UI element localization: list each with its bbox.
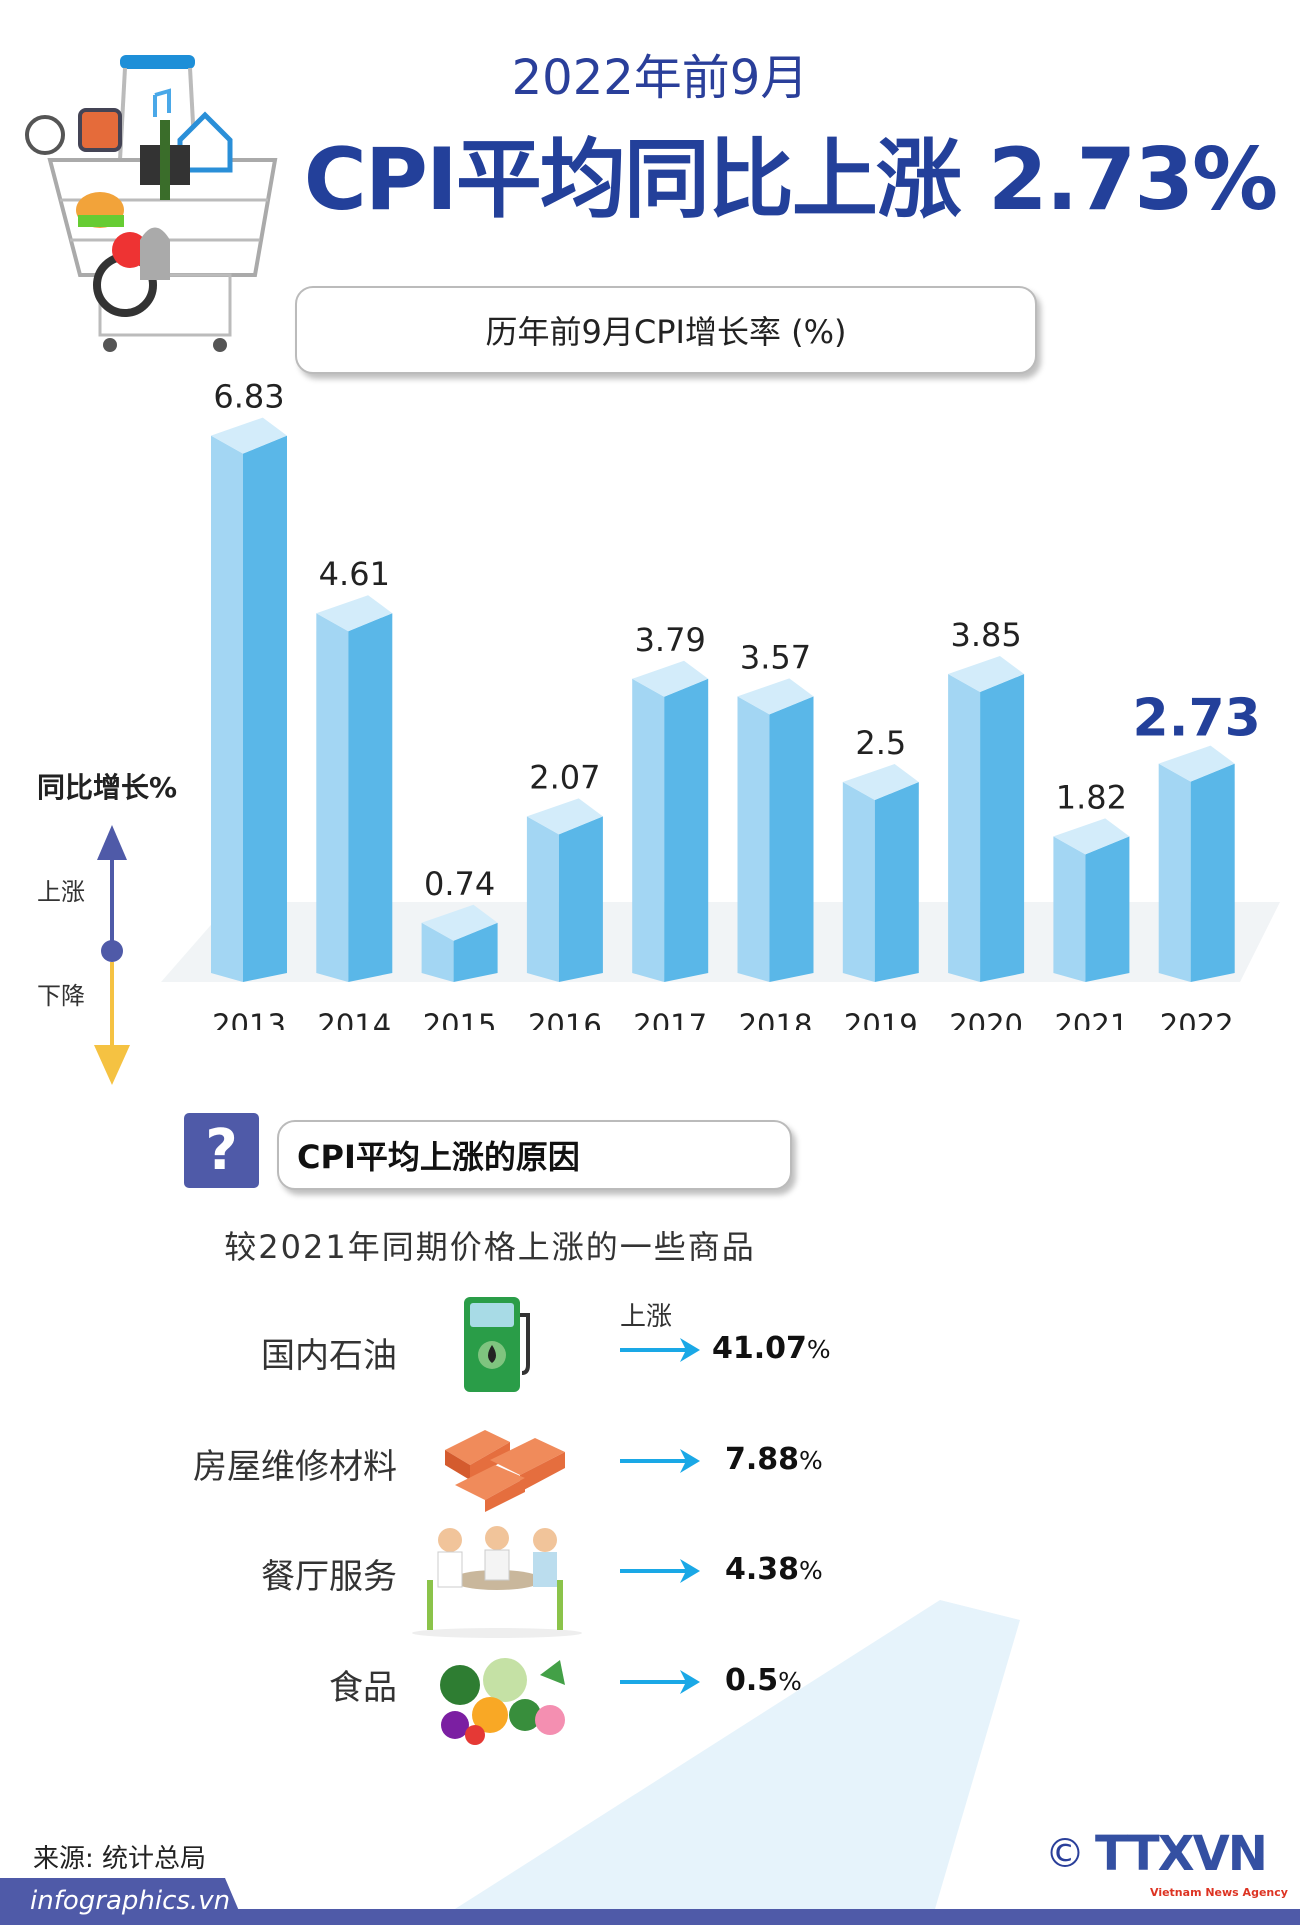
question-mark: ? (205, 1118, 238, 1183)
shopping-cart-illustration (25, 55, 278, 352)
reasons-title-box: CPI平均上涨的原因 (277, 1120, 792, 1190)
x-tick-label: 2019 (844, 1008, 918, 1030)
reason-label: 餐厅服务 (261, 1557, 397, 1597)
value-unit: % (799, 1556, 823, 1585)
reason-label: 房屋维修材料 (193, 1447, 397, 1487)
question-icon: ? (184, 1113, 259, 1188)
bar-2017 (632, 660, 709, 982)
source-note: 来源: 统计总局 (33, 1844, 207, 1874)
up-label: 上涨 (37, 878, 85, 906)
arrow-right-icon (620, 1338, 700, 1362)
vegetables-icon (440, 1658, 565, 1745)
value-number: 41.07 (712, 1331, 807, 1366)
x-tick-label: 2017 (633, 1008, 707, 1030)
arrow-right-icon (620, 1670, 700, 1694)
arrow-right-icon (620, 1449, 700, 1473)
arrow-caption: 上涨 (620, 1302, 673, 1332)
value-number: 0.5 (725, 1663, 779, 1698)
x-tick-label: 2018 (739, 1008, 813, 1030)
value-number: 4.38 (725, 1552, 800, 1587)
up-down-arrow-icon (94, 825, 130, 1085)
value-unit: % (806, 1335, 831, 1364)
bar-2018 (737, 678, 814, 982)
value-unit: % (778, 1667, 802, 1696)
fuel-pump-icon (464, 1297, 530, 1392)
value-label: 4.61 (319, 555, 390, 593)
x-tick-label: 2014 (317, 1008, 391, 1030)
reason-label: 国内石油 (261, 1336, 397, 1376)
chart-title: 历年前9月CPI增长率 (%) (485, 313, 847, 351)
x-tick-label: 2022 (1160, 1008, 1234, 1030)
x-tick-label: 2015 (423, 1008, 497, 1030)
value-label: 2.07 (529, 758, 600, 796)
reason-value: 4.38% (725, 1552, 823, 1587)
bar-2022 (1158, 745, 1235, 982)
bar-2016 (526, 798, 603, 982)
ttxvn-logo: © TTXVN Vietnam News Agency (1045, 1826, 1288, 1906)
down-label: 下降 (37, 982, 85, 1010)
footer-bar (0, 1909, 1300, 1925)
restaurant-diners-icon (412, 1526, 582, 1638)
x-tick-label: 2016 (528, 1008, 602, 1030)
reason-value: 7.88% (725, 1442, 823, 1477)
reason-value: 0.5% (725, 1663, 802, 1698)
bar-2021 (1053, 818, 1130, 982)
value-label: 3.57 (740, 638, 811, 676)
main-title: CPI平均同比上涨 2.73% (303, 130, 1278, 230)
logo-subtext: Vietnam News Agency (1150, 1886, 1288, 1899)
bar-chart: 6.83 2013 4.61 2014 0.74 2015 2.07 2016 3.79 2017… (161, 378, 1280, 1030)
reasons-title: CPI平均上涨的原因 (297, 1138, 580, 1176)
subtitle: 2022年前9月 (511, 50, 809, 106)
copyright-icon: © (1045, 1831, 1085, 1877)
value-label: 2.5 (855, 724, 906, 762)
site-link[interactable]: infographics.vn (0, 1878, 245, 1925)
reason-label: 食品 (329, 1668, 397, 1708)
reason-value: 41.07% (712, 1331, 831, 1366)
bar-2014 (316, 595, 393, 982)
bar-2013 (211, 417, 287, 983)
bar-2019 (842, 764, 919, 982)
chart-title-box: 历年前9月CPI增长率 (%) (295, 286, 1037, 374)
value-label: 1.82 (1056, 778, 1127, 816)
value-label: 0.74 (424, 865, 495, 903)
value-label: 2.73 (1133, 689, 1261, 749)
logo-text: TTXVN (1095, 1826, 1268, 1882)
arrow-right-icon (620, 1559, 700, 1583)
reasons-subtitle: 较2021年同期价格上涨的一些商品 (224, 1228, 756, 1266)
value-label: 3.79 (635, 621, 706, 659)
value-label: 3.85 (950, 616, 1021, 654)
x-tick-label: 2021 (1054, 1008, 1128, 1030)
bricks-icon (445, 1430, 565, 1512)
x-tick-label: 2020 (949, 1008, 1023, 1030)
bar-2015 (421, 904, 498, 982)
value-label: 6.83 (213, 378, 284, 416)
value-unit: % (799, 1446, 823, 1475)
axis-legend-title: 同比增长% (37, 771, 178, 804)
bar-2020 (948, 656, 1025, 982)
value-number: 7.88 (725, 1442, 800, 1477)
x-tick-label: 2013 (212, 1008, 286, 1030)
